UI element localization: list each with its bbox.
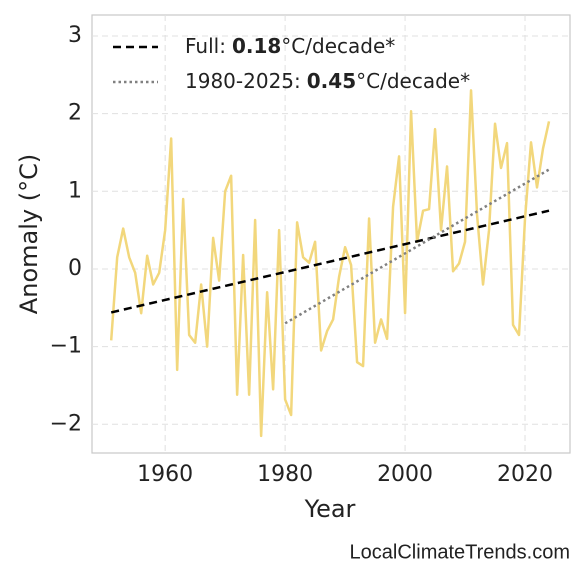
y-axis-label: Anomaly (°C) bbox=[15, 154, 43, 314]
legend-name: Full: bbox=[185, 34, 226, 58]
y-tick-label: 2 bbox=[68, 101, 82, 126]
x-tick-label: 1960 bbox=[137, 462, 193, 487]
legend-label: Full: 0.18°C/decade* bbox=[185, 34, 395, 58]
x-tick-label: 2000 bbox=[377, 462, 433, 487]
x-tick-label: 1980 bbox=[257, 462, 313, 487]
y-tick-label: 3 bbox=[68, 23, 82, 48]
legend-slope: 0.45 bbox=[307, 69, 356, 93]
x-tick-label: 2020 bbox=[497, 462, 553, 487]
y-tick-label: 1 bbox=[68, 178, 82, 203]
data-line bbox=[109, 89, 551, 438]
legend-unit: °C/decade* bbox=[281, 34, 395, 58]
y-tick-label: 0 bbox=[68, 256, 82, 281]
x-axis-label: Year bbox=[304, 495, 356, 523]
trend-line bbox=[110, 209, 550, 314]
legend-slope: 0.18 bbox=[232, 34, 281, 58]
legend-unit: °C/decade* bbox=[356, 69, 470, 93]
legend-name: 1980-2025: bbox=[185, 69, 301, 93]
plot-frame bbox=[91, 14, 571, 454]
y-tick-label: −2 bbox=[50, 411, 82, 436]
source-credit: LocalClimateTrends.com bbox=[350, 541, 570, 563]
y-tick-label: −1 bbox=[50, 334, 82, 359]
legend-label: 1980-2025: 0.45°C/decade* bbox=[185, 69, 470, 93]
trend-line bbox=[284, 168, 550, 325]
